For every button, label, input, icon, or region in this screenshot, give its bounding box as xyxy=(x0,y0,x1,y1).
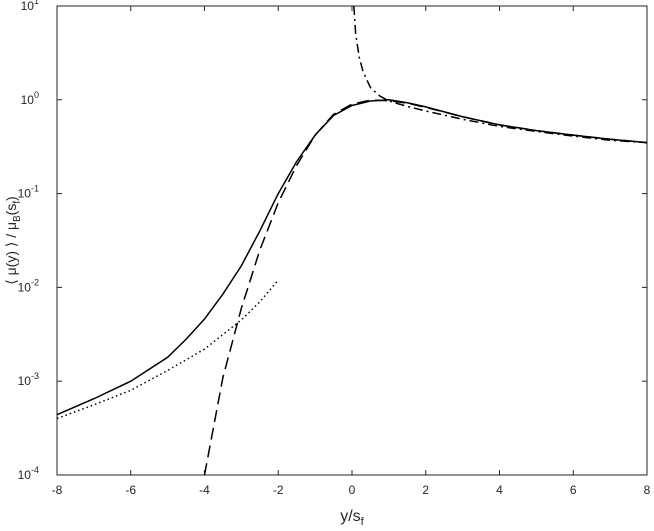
x-axis-title-part: y/s xyxy=(340,508,360,525)
x-tick-label: 2 xyxy=(422,483,429,497)
y-axis-title-part: ) xyxy=(3,196,19,201)
y-axis-title-subscript: f xyxy=(12,201,23,204)
x-tick-label: -6 xyxy=(125,483,136,497)
x-axis-title-subscript: f xyxy=(361,516,365,528)
y-tick-label: 101 xyxy=(21,0,39,13)
x-tick-label: 6 xyxy=(570,483,577,497)
x-tick-label: -4 xyxy=(199,483,210,497)
y-tick-exponent: -3 xyxy=(31,371,39,381)
x-tick-label: -8 xyxy=(52,483,63,497)
x-tick-label: 4 xyxy=(496,483,503,497)
y-tick-label: 10-3 xyxy=(18,371,39,388)
x-axis-title: y/sf xyxy=(340,508,364,528)
x-tick-label: 8 xyxy=(644,483,651,497)
y-tick-label: 10-1 xyxy=(18,184,39,201)
y-axis-title-subscript: B xyxy=(12,215,23,222)
y-tick-exponent: 1 xyxy=(34,0,39,6)
y-tick-exponent: 0 xyxy=(34,90,39,100)
y-axis-title-part: (s xyxy=(3,204,19,216)
y-axis-title: ⟨ μ(y) ⟩ / μB(sf) xyxy=(3,196,23,284)
series-line xyxy=(56,279,279,420)
x-tick-label: -2 xyxy=(273,483,284,497)
plot-frame xyxy=(56,5,648,476)
y-tick-label: 10-4 xyxy=(18,465,39,482)
series-line xyxy=(203,99,648,476)
y-tick-label: 100 xyxy=(21,90,39,107)
y-axis-title-part: ⟨ μ(y) ⟩ / μ xyxy=(3,222,19,285)
y-tick-exponent: -1 xyxy=(31,184,39,194)
x-tick-label: 0 xyxy=(349,483,356,497)
y-tick-exponent: -4 xyxy=(31,465,39,475)
y-tick-exponent: -2 xyxy=(31,277,39,287)
y-tick-label: 10-2 xyxy=(18,277,39,294)
